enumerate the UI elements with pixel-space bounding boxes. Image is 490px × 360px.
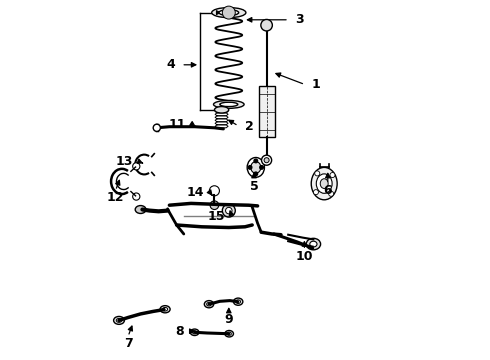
Text: 8: 8 [175,325,184,338]
Text: 4: 4 [166,58,175,71]
Text: 12: 12 [107,191,124,204]
Ellipse shape [215,107,229,113]
Ellipse shape [204,301,214,308]
Circle shape [254,172,258,176]
Ellipse shape [207,302,211,306]
Ellipse shape [316,174,332,193]
Ellipse shape [227,332,231,336]
Text: 9: 9 [224,313,233,326]
FancyBboxPatch shape [259,86,274,137]
Text: 3: 3 [295,13,304,26]
Ellipse shape [220,102,238,107]
Ellipse shape [219,10,239,15]
Text: 13: 13 [116,156,133,168]
Ellipse shape [225,330,233,337]
Text: 1: 1 [312,78,320,91]
Ellipse shape [214,100,244,108]
Circle shape [261,19,272,31]
Circle shape [133,163,140,170]
Circle shape [133,193,140,200]
Text: 11: 11 [168,118,186,131]
Ellipse shape [310,241,317,247]
Ellipse shape [116,318,122,323]
Text: 7: 7 [123,337,132,350]
Ellipse shape [163,307,168,311]
Ellipse shape [135,206,146,213]
Circle shape [225,207,232,214]
Circle shape [314,190,318,195]
Ellipse shape [236,300,241,303]
Ellipse shape [193,330,197,334]
Circle shape [209,186,220,196]
Ellipse shape [311,167,337,200]
Ellipse shape [251,162,261,173]
Circle shape [262,155,271,165]
Ellipse shape [320,179,328,189]
Circle shape [222,204,235,217]
Circle shape [222,6,235,19]
Circle shape [248,166,252,169]
Text: 6: 6 [323,184,332,197]
Text: 15: 15 [208,210,225,222]
Ellipse shape [247,157,265,177]
Ellipse shape [190,329,199,336]
Text: 5: 5 [249,180,258,193]
Text: 2: 2 [245,120,254,132]
Circle shape [330,172,335,177]
Ellipse shape [160,306,170,313]
Text: 14: 14 [186,186,204,199]
Circle shape [254,159,258,163]
Ellipse shape [114,316,124,324]
Circle shape [315,171,320,176]
Circle shape [264,158,269,163]
Circle shape [260,166,263,169]
Ellipse shape [306,238,320,250]
Circle shape [329,191,334,196]
Text: 10: 10 [295,250,313,263]
Circle shape [153,124,160,131]
Circle shape [210,201,219,210]
Ellipse shape [212,8,246,18]
Ellipse shape [233,298,243,305]
